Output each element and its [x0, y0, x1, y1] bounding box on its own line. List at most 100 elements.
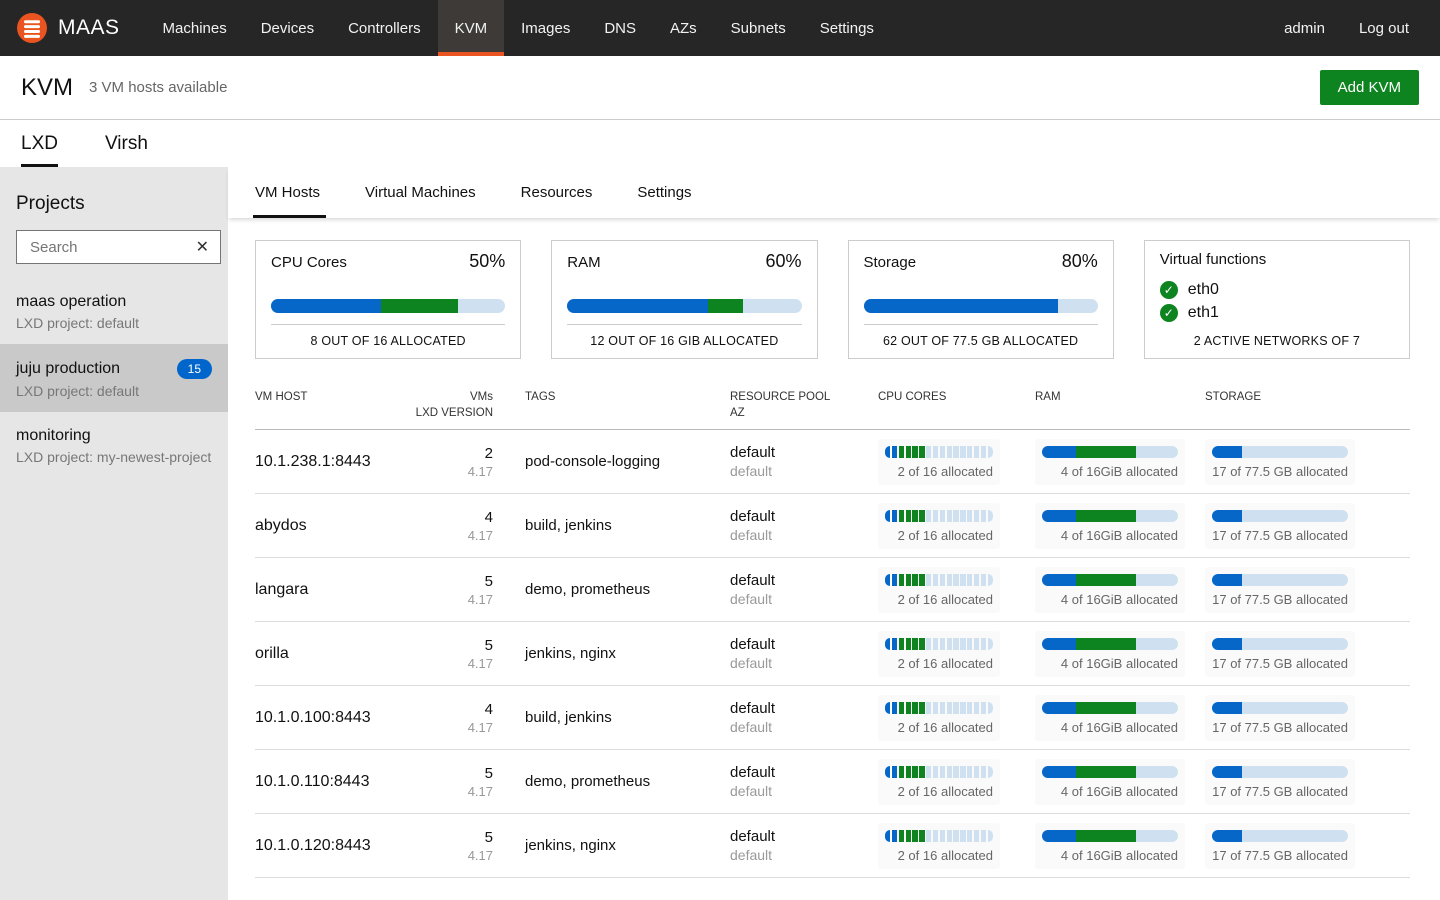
vm-host-name[interactable]: orilla: [255, 644, 289, 662]
vm-host-name[interactable]: langara: [255, 580, 309, 598]
meter-free-segment: [381, 299, 459, 313]
card-footer-label: 2 ACTIVE NETWORKS OF 7: [1193, 334, 1360, 348]
resource-pool: default: [730, 444, 776, 461]
tab-vm-hosts[interactable]: VM Hosts: [252, 167, 327, 218]
col-header-vms-lxd: VMs LXD VERSION: [415, 391, 493, 419]
col-header-ram: RAM: [1035, 391, 1061, 403]
project-item-monitoring[interactable]: monitoring LXD project: my-newest-project: [0, 412, 228, 478]
storage-meter: 17 of 77.5 GB allocated: [1205, 758, 1355, 805]
project-search-box: ✕: [16, 230, 221, 264]
kvm-type-tabs: LXD Virsh: [0, 120, 1440, 167]
add-kvm-button[interactable]: Add KVM: [1319, 70, 1419, 105]
vm-count: 5: [484, 636, 493, 654]
cpu-segmented-bar: [885, 509, 993, 522]
vm-host-name[interactable]: abydos: [255, 516, 307, 534]
nav-item-subnets[interactable]: Subnets: [730, 19, 786, 37]
resource-pool: default: [730, 700, 776, 717]
ram-allocated-segment: [1042, 637, 1076, 650]
storage-bar: [1212, 829, 1348, 842]
nav-item-azs[interactable]: AZs: [670, 19, 697, 37]
tags-cell: pod-console-logging: [525, 453, 661, 470]
vm-host-name[interactable]: 10.1.0.120:8443: [255, 836, 371, 854]
ram-free-segment: [1076, 637, 1136, 650]
tags-cell: demo, prometheus: [525, 773, 651, 790]
project-item-maas-operation[interactable]: maas operation LXD project: default: [0, 278, 228, 344]
resource-pool-cell: default default: [730, 764, 878, 799]
storage-cell: 17 of 77.5 GB allocated: [1205, 694, 1410, 741]
project-head: maas operation: [16, 293, 212, 311]
type-tab-virsh[interactable]: Virsh: [104, 132, 148, 154]
resource-pool: default: [730, 764, 776, 781]
tags-cell: build, jenkins: [525, 517, 612, 534]
nav-item-dns[interactable]: DNS: [604, 19, 636, 37]
ram-meter: 4 of 16GiB allocated: [1035, 438, 1185, 485]
nav-item-controllers[interactable]: Controllers: [348, 19, 421, 37]
vms-lxd-cell: 4 4.17: [415, 509, 493, 543]
card-title: RAM: [567, 254, 601, 271]
nav-item-kvm[interactable]: KVM: [437, 0, 505, 56]
vm-host-name[interactable]: 10.1.0.100:8443: [255, 708, 371, 726]
card-title: Storage: [863, 254, 917, 271]
card-title: CPU Cores: [271, 254, 347, 271]
tags-cell: jenkins, nginx: [525, 837, 616, 854]
ram-meter-label: 4 of 16GiB allocated: [1060, 463, 1178, 479]
meter-allocated-segment: [567, 299, 708, 313]
nav-item-images[interactable]: Images: [521, 19, 571, 37]
resource-pool: default: [730, 828, 776, 845]
clear-search-icon[interactable]: ✕: [195, 239, 209, 256]
resource-pool: default: [730, 636, 776, 653]
card-head: RAM 60%: [567, 251, 801, 272]
maas-brand[interactable]: MAAS: [0, 0, 146, 56]
project-head: juju production 15: [16, 359, 212, 380]
storage-cell: 17 of 77.5 GB allocated: [1205, 758, 1410, 805]
availability-zone: default: [730, 527, 773, 543]
cpu-meter-label: 2 of 16 allocated: [897, 591, 993, 607]
ram-allocated-segment: [1042, 573, 1076, 586]
project-search-input[interactable]: [28, 237, 190, 257]
page-title: KVM: [21, 73, 74, 101]
table-row: 10.1.238.1:8443 2 4.17 pod-console-logging d…: [255, 430, 1410, 494]
ram-meter: 4 of 16GiB allocated: [1035, 694, 1185, 741]
project-description: LXD project: default: [16, 315, 139, 331]
type-tab-lxd[interactable]: LXD: [21, 120, 58, 167]
nav-item-devices[interactable]: Devices: [260, 19, 315, 37]
ram-bar: [1042, 701, 1178, 714]
project-item-juju-production[interactable]: juju production 15 LXD project: default: [0, 344, 228, 413]
ram-meter-label: 4 of 16GiB allocated: [1060, 783, 1178, 799]
project-description: LXD project: my-newest-project: [16, 449, 212, 466]
interface-name: eth1: [1187, 304, 1219, 321]
cpu-meter-label: 2 of 16 allocated: [897, 847, 993, 863]
content-tabs: VM Hosts Virtual Machines Resources Setting…: [228, 167, 1440, 218]
summary-card-virtual-functions: Virtual functions ✓ eth0 ✓ eth1 2 ACTIVE NETW…: [1143, 240, 1410, 359]
card-head: Virtual functions: [1160, 251, 1394, 268]
nav-item-settings[interactable]: Settings: [819, 19, 874, 37]
tab-resources[interactable]: Resources: [520, 184, 593, 201]
vm-count: 2: [484, 444, 493, 462]
resource-pool: default: [730, 572, 776, 589]
vm-host-name[interactable]: 10.1.0.110:8443: [255, 772, 370, 790]
tab-virtual-machines[interactable]: Virtual Machines: [365, 184, 476, 201]
vms-lxd-cell: 2 4.17: [415, 445, 493, 479]
tags-cell: build, jenkins: [525, 709, 612, 726]
check-circle-icon: ✓: [1159, 304, 1178, 322]
lxd-version: 4.17: [467, 847, 493, 863]
col-header-resource-pool-az: RESOURCE POOL AZ: [730, 391, 831, 419]
nav-item-log-out[interactable]: Log out: [1358, 19, 1409, 37]
tab-settings[interactable]: Settings: [637, 184, 692, 201]
ram-free-segment: [1076, 829, 1136, 842]
nav-item-machines[interactable]: Machines: [162, 19, 227, 37]
cpu-meter-label: 2 of 16 allocated: [897, 527, 993, 543]
storage-bar: [1212, 573, 1348, 586]
storage-cell: 17 of 77.5 GB allocated: [1205, 822, 1410, 869]
check-circle-icon: ✓: [1159, 281, 1178, 299]
resource-pool-cell: default default: [730, 508, 878, 543]
storage-meter: 17 of 77.5 GB allocated: [1205, 502, 1355, 549]
ram-cell: 4 of 16GiB allocated: [1035, 630, 1205, 677]
vm-count: 4: [484, 700, 493, 718]
storage-allocated-segment: [1212, 509, 1242, 522]
vm-host-name[interactable]: 10.1.238.1:8443: [255, 452, 371, 470]
nav-item-admin[interactable]: admin: [1284, 19, 1325, 37]
tags-cell: demo, prometheus: [525, 581, 651, 598]
page-header: KVM 3 VM hosts available Add KVM: [0, 56, 1440, 120]
ram-meter-label: 4 of 16GiB allocated: [1060, 847, 1178, 863]
